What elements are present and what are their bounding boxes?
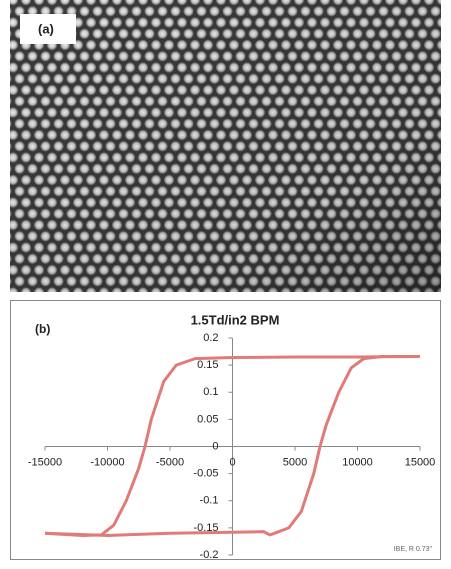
y-tick-label: 0.1 xyxy=(203,386,218,398)
figure: (a) (b) 1.5Td/in2 BPM IBE, R 0.73" -1500… xyxy=(0,0,451,564)
panel-label: (a) xyxy=(38,21,54,36)
x-tick-label: 5000 xyxy=(283,456,307,468)
y-tick-label: -0.05 xyxy=(193,468,218,480)
panel-label: (b) xyxy=(35,322,50,336)
x-tick-label: 10000 xyxy=(342,456,373,468)
chart-frame xyxy=(11,301,441,560)
x-tick-label: -15000 xyxy=(28,456,62,468)
y-tick-label: 0.15 xyxy=(197,359,218,371)
chart-title: 1.5Td/in2 BPM xyxy=(191,312,280,327)
y-tick-label: 0.2 xyxy=(203,332,218,344)
y-tick-label: 0 xyxy=(212,440,218,452)
x-tick-label: 0 xyxy=(229,456,235,468)
annotation: IBE, R 0.73" xyxy=(394,546,433,553)
x-tick-label: -10000 xyxy=(90,456,124,468)
y-tick-label: -0.1 xyxy=(200,495,219,507)
x-tick-label: 15000 xyxy=(405,456,436,468)
y-tick-label: 0.05 xyxy=(197,413,218,425)
x-tick-label: -5000 xyxy=(156,456,184,468)
y-tick-label: -0.2 xyxy=(200,549,219,561)
